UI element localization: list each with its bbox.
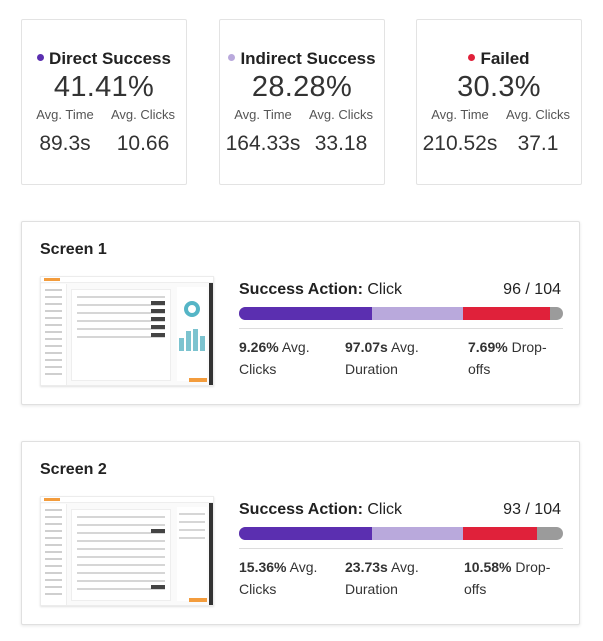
avg-clicks-label: Avg. Clicks: [505, 107, 571, 122]
indirect-success-title: Indirect Success: [220, 49, 384, 69]
avg-time-value: 164.33s: [225, 132, 301, 155]
stat-avg-duration: 23.73s Avg. Duration: [345, 559, 419, 597]
avg-time-label: Avg. Time: [431, 107, 489, 122]
divider: [239, 328, 563, 329]
avg-clicks-label: Avg. Clicks: [110, 107, 176, 122]
indirect-success-dot-icon: [228, 54, 236, 61]
screen-thumbnail[interactable]: [40, 276, 214, 386]
success-action: Success Action: Click: [239, 501, 403, 518]
success-count: 93 / 104: [503, 501, 561, 518]
direct-success-dot-icon: [37, 54, 45, 61]
direct-success-percent: 41.41%: [53, 71, 155, 103]
success-count: 96 / 104: [503, 281, 561, 298]
failed-card: Failed 30.3% Avg. Time 210.52s Avg. Click…: [416, 19, 582, 185]
stat-avg-duration: 97.07s Avg. Duration: [345, 339, 419, 377]
indirect-success-card: Indirect Success 28.28% Avg. Time 164.33s…: [219, 19, 385, 185]
failed-percent: 30.3%: [457, 71, 541, 103]
direct-success-card: Direct Success 41.41% Avg. Time 89.3s Avg…: [21, 19, 187, 185]
success-progress-bar: [239, 527, 563, 540]
progress-indirect-segment: [371, 307, 463, 320]
avg-time-value: 210.52s: [422, 132, 498, 155]
avg-time-label: Avg. Time: [234, 107, 292, 122]
progress-direct-segment: [239, 307, 372, 320]
divider: [239, 548, 563, 549]
stat-drop-offs: 10.58% Drop-offs: [464, 559, 551, 597]
progress-failed-segment: [462, 527, 538, 540]
stat-drop-offs: 7.69% Drop-offs: [468, 339, 547, 377]
screen-card-1[interactable]: Screen 1 Success Action: Click 96 / 104 …: [21, 221, 580, 405]
success-progress-bar: [239, 307, 563, 320]
direct-success-title: Direct Success: [22, 49, 186, 69]
screen-title: Screen 1: [40, 241, 107, 258]
success-action: Success Action: Click: [239, 281, 403, 298]
avg-clicks-label: Avg. Clicks: [308, 107, 374, 122]
stat-avg-clicks: 15.36% Avg. Clicks: [239, 559, 318, 597]
failed-dot-icon: [468, 54, 476, 61]
indirect-success-percent: 28.28%: [251, 71, 353, 103]
screen-card-2[interactable]: Screen 2 Success Action: Click 93 / 104 …: [21, 441, 580, 625]
stat-avg-clicks: 9.26% Avg. Clicks: [239, 339, 310, 377]
failed-title: Failed: [417, 49, 581, 69]
avg-time-value: 89.3s: [39, 132, 91, 155]
avg-time-label: Avg. Time: [36, 107, 94, 122]
avg-clicks-value: 33.18: [314, 132, 368, 155]
screen-title: Screen 2: [40, 461, 107, 478]
avg-clicks-value: 37.1: [517, 132, 559, 155]
avg-clicks-value: 10.66: [116, 132, 170, 155]
progress-failed-segment: [462, 307, 551, 320]
progress-indirect-segment: [371, 527, 463, 540]
screen-thumbnail[interactable]: [40, 496, 214, 606]
progress-direct-segment: [239, 527, 372, 540]
